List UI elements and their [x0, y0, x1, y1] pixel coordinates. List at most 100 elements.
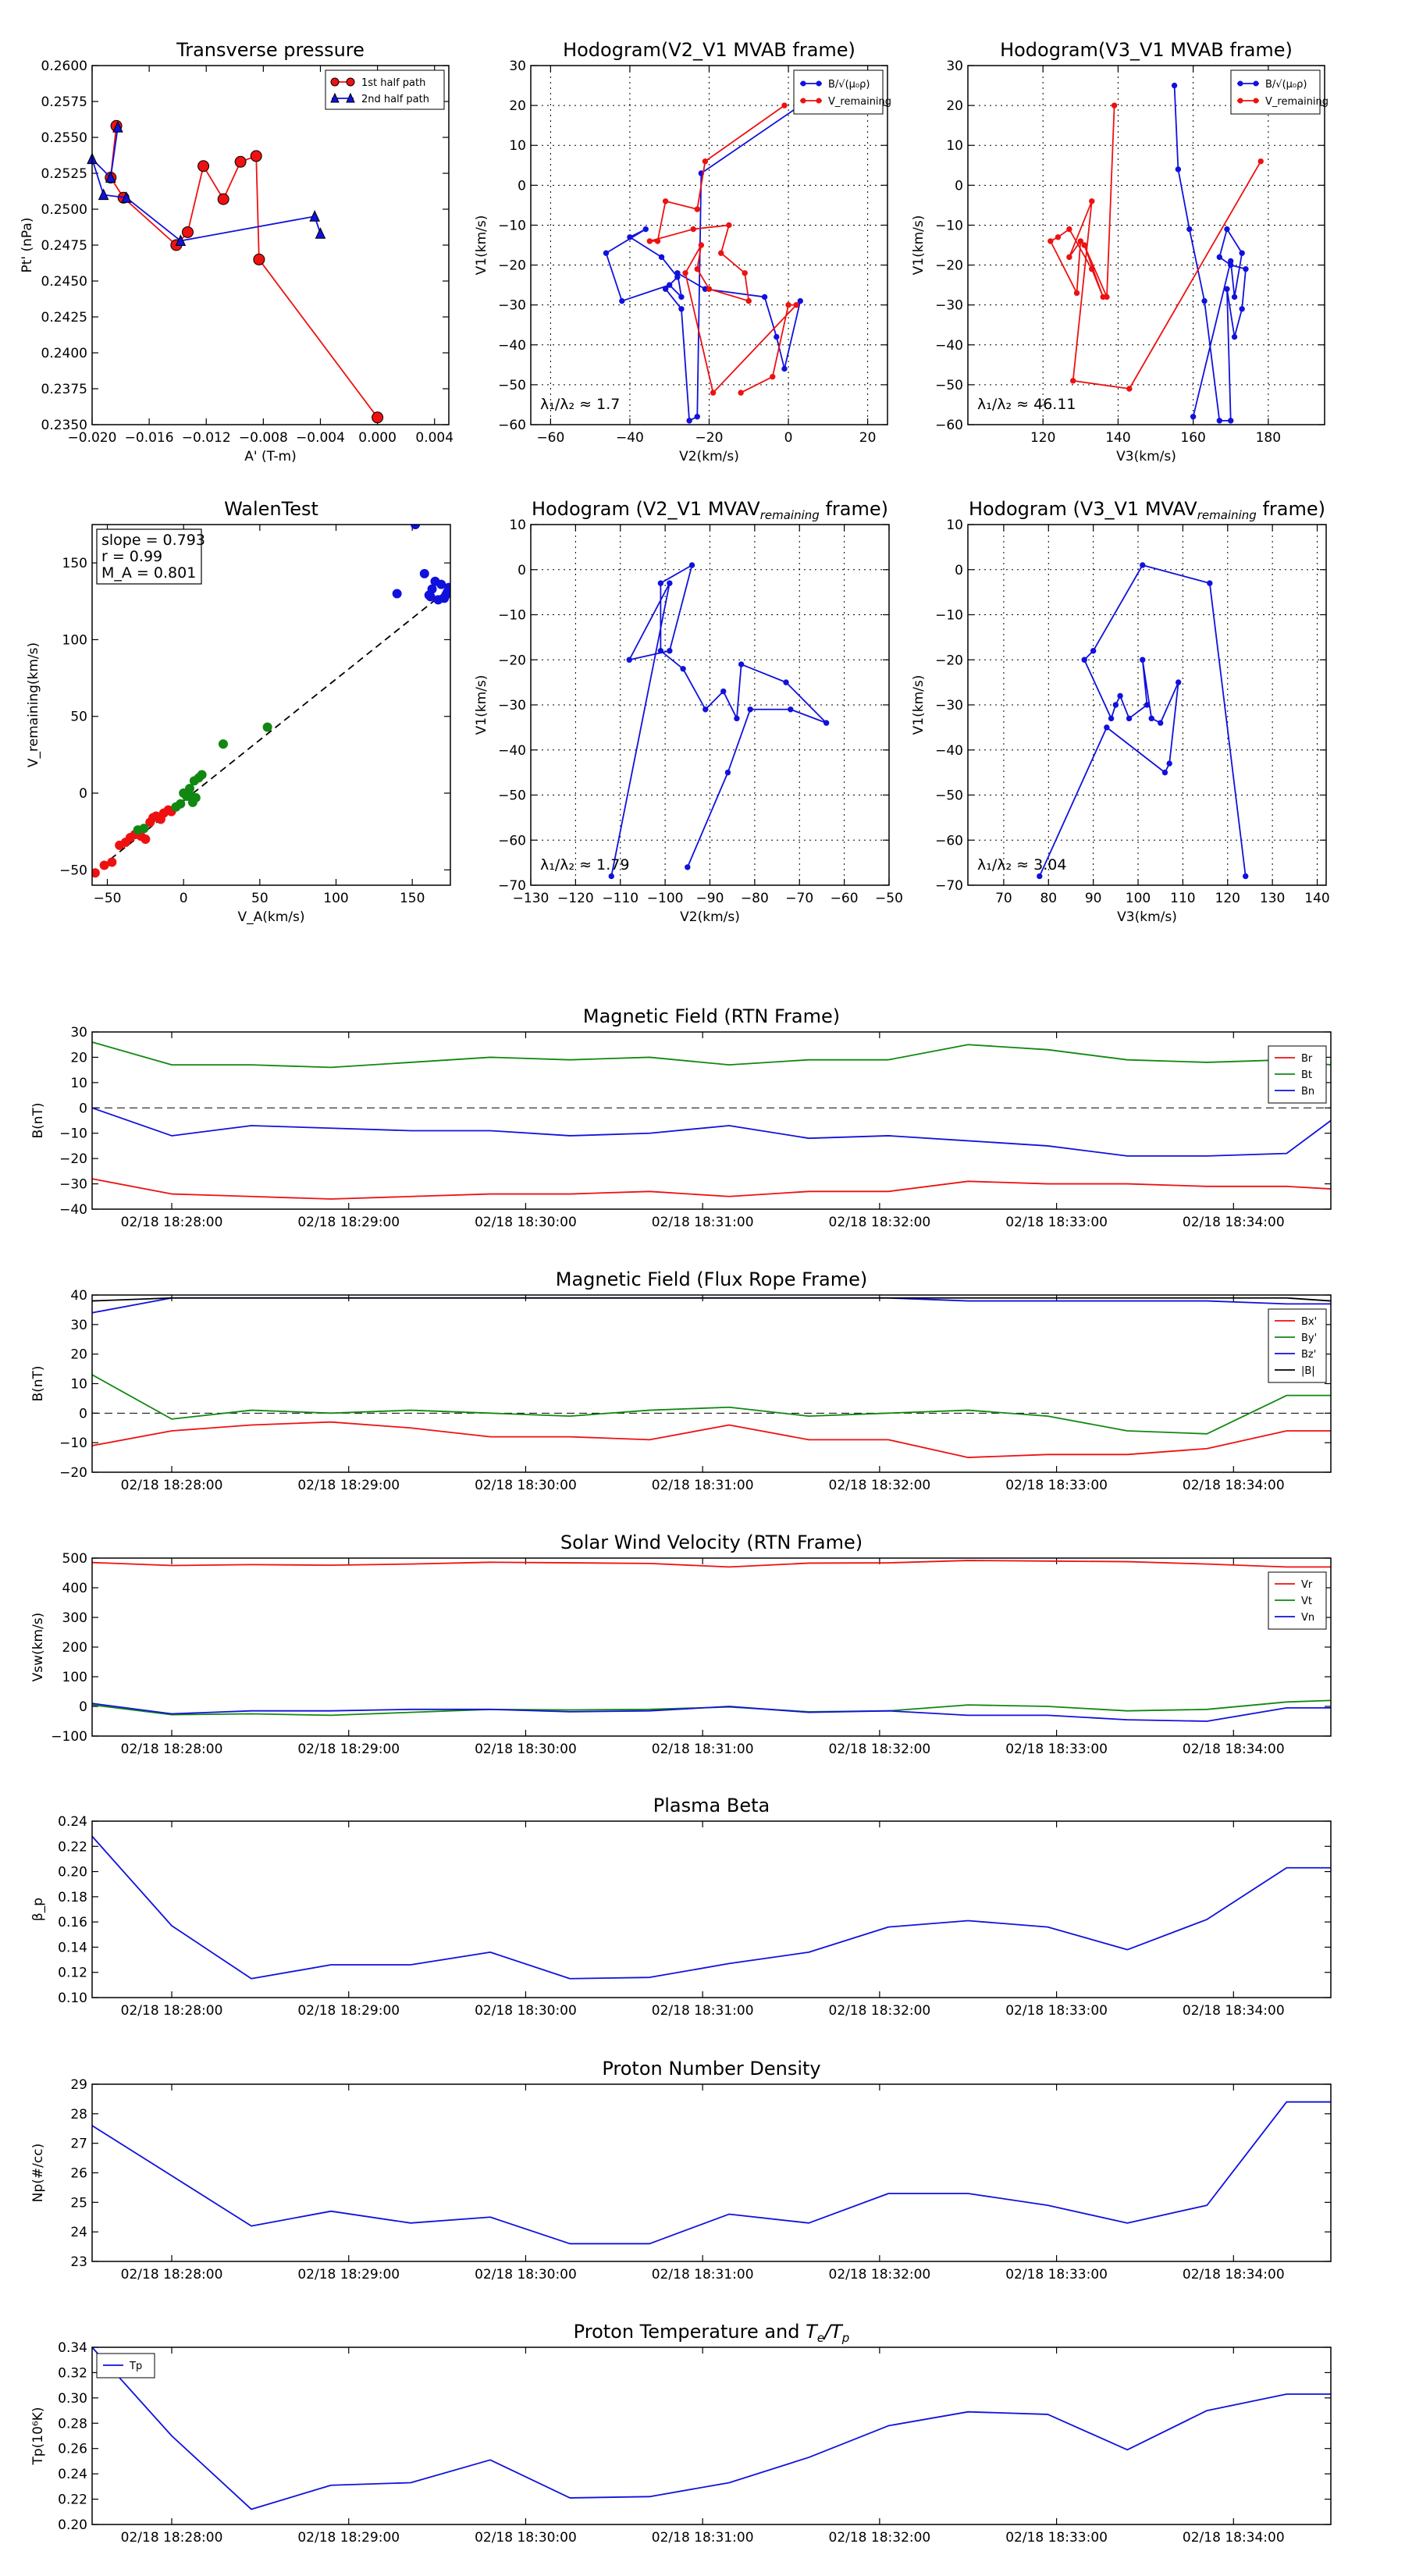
x-tick-label: 0	[180, 891, 188, 906]
y-tick-label: −10	[59, 1126, 87, 1142]
y-tick-label: 0.2550	[41, 130, 87, 146]
title-slash: /T	[823, 2321, 844, 2343]
y-tick-label: 0.28	[58, 2416, 87, 2432]
series-line	[1173, 85, 1247, 422]
data-point	[1089, 198, 1095, 205]
data-point	[1207, 580, 1213, 586]
data-point	[788, 706, 794, 713]
chart-h3: Hodogram (V2_V1 MVAVremaining frame)−70−…	[474, 498, 903, 925]
y-tick-label: 30	[70, 1318, 87, 1333]
data-point	[1175, 166, 1182, 173]
y-tick-label: 100	[62, 632, 87, 648]
y-tick-label: 0	[79, 1406, 87, 1421]
y-tick-label: 28	[70, 2107, 87, 2122]
y-tick-label: 40	[70, 1288, 87, 1304]
data-point	[680, 666, 686, 672]
plot-frame	[91, 1820, 1332, 1998]
x-tick-label: 02/18 18:29:00	[297, 2267, 400, 2282]
y-tick-label: 0.22	[58, 2492, 87, 2508]
title-end: frame)	[1257, 498, 1325, 520]
data-point	[443, 587, 450, 597]
legend-box	[1230, 69, 1321, 115]
data-point	[217, 193, 229, 205]
series-line	[1038, 564, 1247, 877]
x-tick-label: 02/18 18:28:00	[121, 2530, 223, 2546]
y-tick-label: 25	[70, 2195, 87, 2211]
data-point	[667, 282, 673, 288]
x-tick-label: 120	[1030, 430, 1055, 446]
chart-title: Hodogram(V2_V1 MVAB frame)	[563, 39, 855, 61]
x-tick-label: 02/18 18:34:00	[1183, 2267, 1285, 2282]
chart-beta: Plasma Beta 0.10 0.12 0.14 0.16 0.18 0.20 0.22 0…	[30, 1795, 1332, 2019]
chart-title: Proton Number Density	[602, 2058, 820, 2080]
x-tick-label: 02/18 18:29:00	[297, 1215, 400, 1230]
y-tick-label: −30	[59, 1177, 87, 1193]
data-point	[745, 297, 752, 304]
plot-frame	[967, 524, 1327, 886]
legend-label: V_remaining	[828, 96, 891, 108]
y-tick-label: 0.2425	[41, 310, 87, 326]
y-tick-label: 10	[70, 1377, 87, 1393]
y-tick-label: 0.32	[58, 2365, 87, 2381]
x-tick-label: 160	[1180, 430, 1205, 446]
x-tick-label: 02/18 18:34:00	[1183, 2003, 1285, 2019]
data-point	[92, 868, 100, 878]
y-tick-label: 26	[70, 2166, 87, 2182]
chart-title: Hodogram (V2_V1 MVAVremaining frame)	[532, 498, 888, 522]
data-point	[674, 270, 681, 276]
y-tick-label: −70	[935, 878, 963, 894]
data-point	[785, 301, 791, 308]
y-tick-label: −30	[498, 698, 526, 713]
chart-h4: Hodogram (V3_V1 MVAVremaining frame) −70 −…	[911, 498, 1330, 925]
y-tick-label: 30	[946, 59, 963, 74]
data-point	[425, 592, 436, 602]
legend-label: Tp	[129, 2361, 142, 2372]
data-point	[797, 297, 803, 304]
data-point	[657, 648, 664, 654]
y-tick-label: −20	[498, 258, 526, 274]
y-tick-label: 20	[70, 1050, 87, 1066]
legend-label: Bz'	[1301, 1349, 1316, 1361]
chart-mag_rtn: Magnetic Field (RTN Frame) −40 −30 −20 −10 0 1…	[30, 1005, 1332, 1230]
data-point	[1239, 250, 1245, 256]
title-main: Hodogram (V3_V1 MVAV	[969, 498, 1197, 520]
data-point	[783, 679, 789, 685]
y-tick-label: 27	[70, 2137, 87, 2152]
data-point	[1228, 418, 1234, 424]
y-tick-label: −60	[935, 833, 963, 849]
x-tick-label: −20	[695, 430, 724, 446]
data-point	[181, 226, 194, 238]
y-tick-label: −50	[935, 378, 963, 393]
chart-title: Hodogram(V3_V1 MVAB frame)	[1000, 39, 1293, 61]
x-tick-label: 0.004	[415, 430, 454, 446]
y-tick-label: 0.16	[58, 1915, 87, 1930]
x-tick-label: −100	[647, 891, 684, 906]
series-line	[91, 126, 322, 242]
data-point	[121, 191, 132, 203]
x-tick-label: 120	[1215, 891, 1240, 906]
y-tick-label: 30	[509, 59, 526, 74]
y-axis-label: B(nT)	[30, 1365, 46, 1401]
y-tick-label: 0	[518, 563, 526, 578]
x-tick-label: 02/18 18:32:00	[829, 2267, 931, 2282]
legend-label: Vt	[1301, 1596, 1312, 1607]
data-point	[720, 688, 727, 695]
x-tick-label: −80	[741, 891, 769, 906]
x-tick-label: 02/18 18:30:00	[475, 2267, 577, 2282]
legend-label: B/√(μ₀ρ)	[1265, 79, 1307, 91]
y-tick-label: 0.26	[58, 2442, 87, 2457]
legend-label: Bt	[1301, 1069, 1312, 1081]
x-tick-label: 02/18 18:28:00	[121, 2003, 223, 2019]
x-tick-label: 70	[995, 891, 1012, 906]
y-tick-label: 0.18	[58, 1890, 87, 1905]
x-tick-label: 100	[1126, 891, 1151, 906]
x-tick-label: 0	[784, 430, 793, 446]
x-tick-label: 02/18 18:31:00	[652, 1478, 754, 1493]
y-axis-label: Tp(10⁶K)	[30, 2407, 46, 2465]
data-point	[1175, 679, 1182, 685]
legend-label: Br	[1301, 1053, 1313, 1065]
x-tick-label: −0.016	[125, 430, 174, 446]
y-tick-label: −60	[498, 418, 526, 433]
chart-tp: Transverse pressure 0.2350 0.2375 0.2400 0.2…	[20, 39, 454, 464]
title-main: Hodogram (V2_V1 MVAV	[532, 498, 760, 520]
